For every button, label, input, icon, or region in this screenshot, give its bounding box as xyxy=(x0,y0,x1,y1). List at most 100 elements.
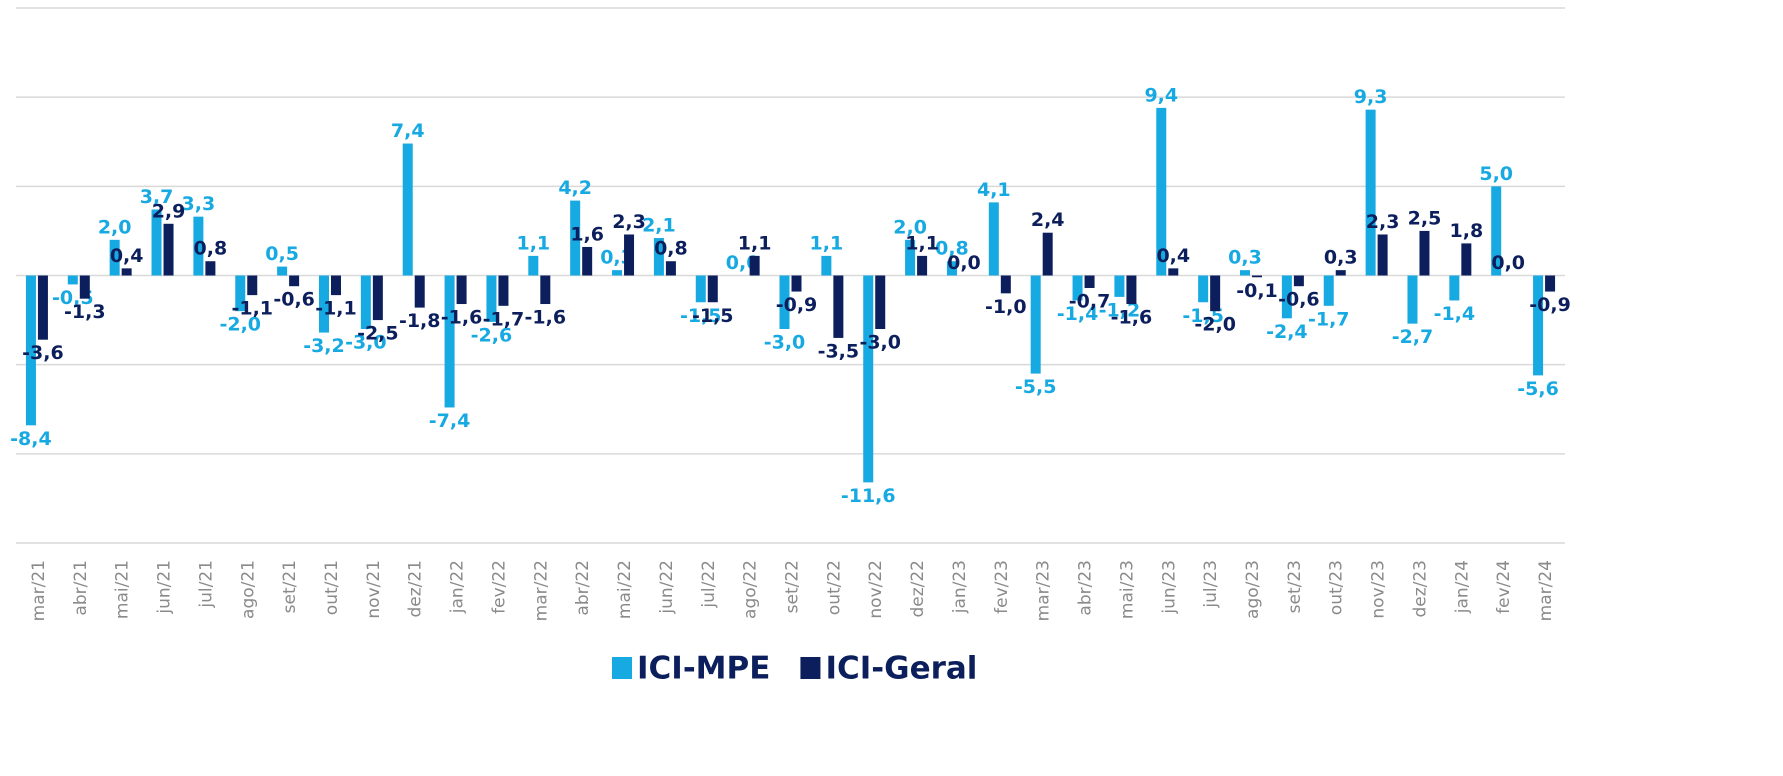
value-label: 0,8 xyxy=(194,238,228,260)
bar xyxy=(289,275,300,287)
x-tick-label: mar/24 xyxy=(1536,560,1556,621)
value-label: 2,3 xyxy=(612,211,646,233)
x-tick-label: fev/22 xyxy=(489,560,509,614)
bar xyxy=(414,275,425,308)
bar xyxy=(653,238,664,276)
value-label: -0,6 xyxy=(273,289,315,311)
value-label: 0,3 xyxy=(1324,247,1358,269)
bar xyxy=(330,275,341,296)
bar xyxy=(779,275,790,329)
value-label: 3,7 xyxy=(140,186,174,208)
value-label: -2,0 xyxy=(219,314,261,336)
value-label: 1,1 xyxy=(905,232,939,254)
value-label: 1,8 xyxy=(1450,220,1484,242)
bar xyxy=(37,275,48,340)
value-label: -0,9 xyxy=(1529,294,1571,316)
value-label: 1,1 xyxy=(516,232,550,254)
value-label: -3,0 xyxy=(345,332,387,354)
bar xyxy=(1168,268,1179,276)
bar xyxy=(79,275,90,299)
x-tick-label: mai/21 xyxy=(113,560,133,619)
bar xyxy=(1449,275,1460,301)
bar xyxy=(695,275,706,303)
x-tick-label: out/23 xyxy=(1327,560,1347,615)
value-label: 2,0 xyxy=(98,216,132,238)
value-label: -1,6 xyxy=(441,307,483,329)
bar xyxy=(1114,275,1125,297)
bar xyxy=(109,239,120,276)
bar xyxy=(1377,234,1388,276)
bar xyxy=(1419,230,1430,276)
x-tick-label: out/21 xyxy=(322,560,342,615)
value-label: -1,1 xyxy=(231,298,273,320)
bar xyxy=(905,239,916,276)
bar xyxy=(163,223,174,276)
x-tick-label: mai/23 xyxy=(1117,560,1137,619)
bar xyxy=(917,255,928,276)
bar xyxy=(582,246,593,276)
bar xyxy=(1491,186,1502,276)
bar xyxy=(1084,275,1095,288)
value-label: 4,2 xyxy=(558,177,592,199)
value-label: -2,0 xyxy=(1194,314,1236,336)
x-tick-label: jan/23 xyxy=(950,560,970,614)
x-tick-label: mar/22 xyxy=(531,560,551,621)
value-label: -0,7 xyxy=(1069,290,1111,312)
x-tick-label: nov/22 xyxy=(866,560,886,619)
bar xyxy=(444,275,455,408)
value-label: -11,6 xyxy=(841,485,896,507)
bar xyxy=(540,275,551,305)
bar xyxy=(707,275,718,303)
value-label: 7,4 xyxy=(391,120,425,142)
value-label: -3,0 xyxy=(859,332,901,354)
value-label: -1,7 xyxy=(483,308,525,330)
bar xyxy=(318,275,329,333)
value-label: -1,5 xyxy=(692,305,734,327)
value-label: 0,0 xyxy=(1491,252,1525,274)
bar xyxy=(821,255,832,276)
value-label: -2,4 xyxy=(1266,321,1308,343)
value-label: -1,6 xyxy=(1111,307,1153,329)
value-label: -0,6 xyxy=(1278,289,1320,311)
bar xyxy=(1323,275,1334,306)
value-label: -1,7 xyxy=(1308,308,1350,330)
value-label: 0,8 xyxy=(654,238,688,260)
bar xyxy=(205,261,216,276)
x-tick-label: mar/23 xyxy=(1034,560,1054,621)
bar xyxy=(1030,275,1041,374)
bar xyxy=(1156,107,1167,276)
legend-swatch xyxy=(612,657,632,679)
value-label: 0,3 xyxy=(1228,247,1262,269)
x-tick-label: jun/21 xyxy=(155,560,175,615)
bar xyxy=(1126,275,1137,305)
x-tick-label: ago/22 xyxy=(741,560,761,619)
x-tick-label: dez/23 xyxy=(1410,560,1430,618)
bar xyxy=(486,275,497,322)
value-label: 4,1 xyxy=(977,179,1011,201)
value-label: 0,4 xyxy=(110,245,144,267)
bar xyxy=(749,255,760,276)
value-label: -1,1 xyxy=(315,298,357,320)
value-label: 5,0 xyxy=(1479,163,1513,185)
bar xyxy=(1210,275,1221,312)
value-label: -1,8 xyxy=(399,310,441,332)
bar xyxy=(456,275,467,305)
value-label: -5,6 xyxy=(1517,378,1559,400)
x-tick-label: jun/23 xyxy=(1159,560,1179,615)
x-tick-label: ago/23 xyxy=(1243,560,1263,619)
bar xyxy=(247,275,258,296)
value-label: -1,5 xyxy=(680,305,722,327)
bar xyxy=(612,270,623,276)
x-tick-label: jul/23 xyxy=(1201,560,1221,609)
x-tick-label: set/21 xyxy=(280,560,300,613)
value-label: 1,1 xyxy=(738,232,772,254)
bar xyxy=(193,216,204,276)
x-tick-label: mai/22 xyxy=(615,560,635,619)
bar xyxy=(151,209,162,276)
value-label: -0,1 xyxy=(1236,280,1278,302)
value-label: -5,5 xyxy=(1015,376,1057,398)
legend-label: ICI-MPE xyxy=(637,651,770,687)
value-label: -3,5 xyxy=(818,340,860,362)
x-tick-label: fev/23 xyxy=(992,560,1012,614)
value-label: 0,0 xyxy=(947,252,981,274)
